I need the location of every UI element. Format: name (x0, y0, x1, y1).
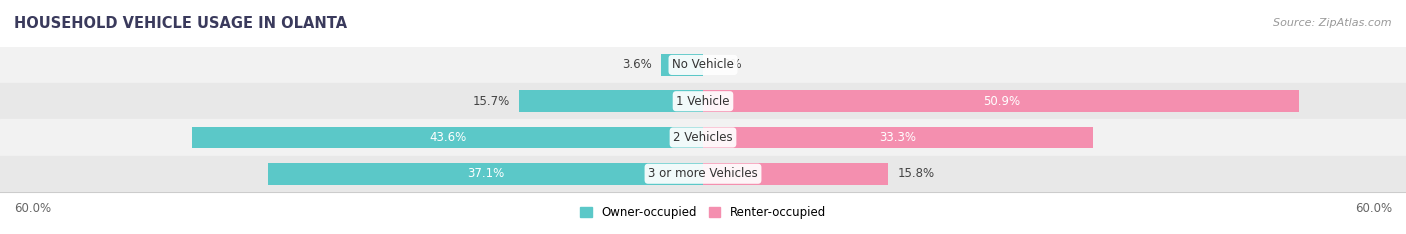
Bar (0, 47, 1406, 83)
Bar (519, 90, 703, 112)
Text: 2 Vehicles: 2 Vehicles (673, 131, 733, 144)
Text: 60.0%: 60.0% (1355, 202, 1392, 215)
Text: No Vehicle: No Vehicle (672, 58, 734, 71)
Bar (0, 83, 1406, 119)
Text: 1 Vehicle: 1 Vehicle (676, 95, 730, 108)
Bar (269, 163, 703, 185)
Text: 0.0%: 0.0% (713, 58, 742, 71)
Bar (661, 54, 703, 76)
Text: HOUSEHOLD VEHICLE USAGE IN OLANTA: HOUSEHOLD VEHICLE USAGE IN OLANTA (14, 16, 347, 31)
Bar (193, 127, 703, 148)
Bar (0, 156, 1406, 192)
Text: 15.7%: 15.7% (472, 95, 510, 108)
Legend: Owner-occupied, Renter-occupied: Owner-occupied, Renter-occupied (579, 206, 827, 219)
Text: 15.8%: 15.8% (897, 167, 935, 180)
Text: 60.0%: 60.0% (14, 202, 51, 215)
Text: 3.6%: 3.6% (621, 58, 651, 71)
Text: 37.1%: 37.1% (467, 167, 505, 180)
Text: 3 or more Vehicles: 3 or more Vehicles (648, 167, 758, 180)
Text: Source: ZipAtlas.com: Source: ZipAtlas.com (1274, 18, 1392, 28)
Bar (0, 119, 1406, 156)
Text: 43.6%: 43.6% (429, 131, 467, 144)
Bar (703, 90, 1299, 112)
Text: 33.3%: 33.3% (880, 131, 917, 144)
Text: 50.9%: 50.9% (983, 95, 1019, 108)
Bar (703, 127, 1094, 148)
Bar (703, 163, 889, 185)
